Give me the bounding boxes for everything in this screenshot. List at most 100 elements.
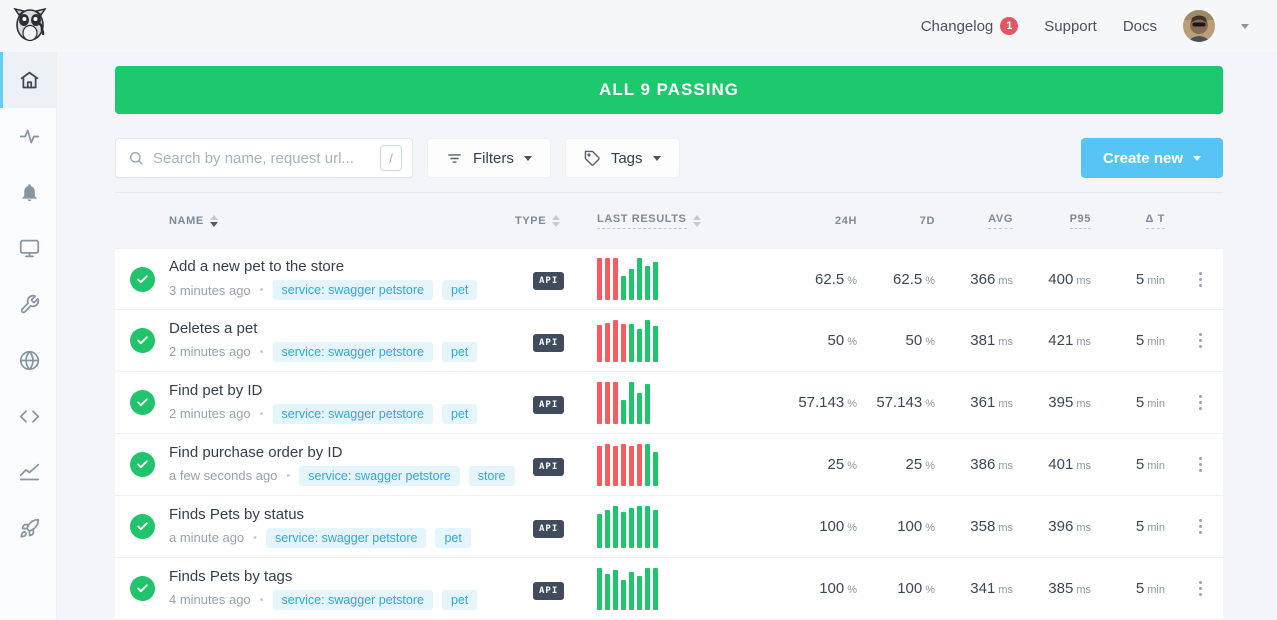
result-bar-pass[interactable] — [653, 510, 658, 548]
check-name[interactable]: Find pet by ID — [169, 382, 523, 399]
sidebar-item-alerts[interactable] — [0, 164, 56, 220]
sidebar-item-maintenance[interactable] — [0, 276, 56, 332]
sort-results-icon[interactable] — [693, 215, 701, 227]
tag-pill[interactable]: pet — [442, 404, 477, 424]
header-p95[interactable]: P95 — [1025, 213, 1103, 229]
result-bar-pass[interactable] — [637, 576, 642, 610]
result-bar-pass[interactable] — [597, 568, 602, 610]
header-delta-t[interactable]: Δ T — [1103, 213, 1177, 229]
tag-pill[interactable]: pet — [435, 528, 470, 548]
search-input[interactable] — [153, 150, 371, 167]
sidebar-item-home[interactable] — [0, 52, 56, 108]
result-bar-pass[interactable] — [637, 506, 642, 548]
tags-button[interactable]: Tags — [565, 138, 680, 178]
result-bar-pass[interactable] — [645, 506, 650, 548]
tag-pill[interactable]: service: swagger petstore — [273, 280, 433, 300]
result-bar-pass[interactable] — [605, 510, 610, 548]
result-bar-fail[interactable] — [605, 444, 610, 486]
result-bar-pass[interactable] — [621, 512, 626, 548]
sort-type-icon[interactable] — [552, 215, 560, 227]
sidebar-item-quickstart[interactable] — [0, 500, 56, 556]
result-bar-pass[interactable] — [613, 570, 618, 610]
result-bar-fail[interactable] — [597, 382, 602, 424]
result-bar-pass[interactable] — [645, 444, 650, 486]
result-bar-fail[interactable] — [597, 325, 602, 362]
result-bar-pass[interactable] — [621, 400, 626, 423]
result-bar-pass[interactable] — [629, 572, 634, 610]
row-options-menu-button[interactable] — [1177, 453, 1223, 476]
result-bar-pass[interactable] — [653, 326, 658, 362]
result-bar-fail[interactable] — [605, 323, 610, 362]
changelog-link[interactable]: Changelog 1 — [921, 17, 1019, 35]
tag-pill[interactable]: pet — [442, 280, 477, 300]
result-bar-pass[interactable] — [629, 324, 634, 362]
tag-pill[interactable]: service: swagger petstore — [266, 528, 426, 548]
result-bar-pass[interactable] — [637, 329, 642, 362]
result-bar-fail[interactable] — [629, 446, 634, 486]
result-bar-fail[interactable] — [605, 382, 610, 424]
header-name[interactable]: NAME — [169, 215, 533, 227]
result-bar-fail[interactable] — [613, 446, 618, 486]
row-options-menu-button[interactable] — [1177, 577, 1223, 600]
result-bar-pass[interactable] — [613, 506, 618, 548]
result-bar-pass[interactable] — [637, 393, 642, 423]
result-bar-fail[interactable] — [637, 444, 642, 486]
row-options-menu-button[interactable] — [1177, 329, 1223, 352]
tag-pill[interactable]: service: swagger petstore — [273, 590, 433, 610]
header-avg[interactable]: AVG — [947, 213, 1025, 229]
sidebar-item-locations[interactable] — [0, 332, 56, 388]
result-bar-pass[interactable] — [653, 452, 658, 486]
check-name[interactable]: Deletes a pet — [169, 320, 523, 337]
sort-name-icon[interactable] — [210, 215, 218, 227]
sidebar-item-analytics[interactable] — [0, 444, 56, 500]
docs-link[interactable]: Docs — [1123, 18, 1157, 35]
result-bar-fail[interactable] — [613, 382, 618, 424]
result-bar-fail[interactable] — [621, 324, 626, 362]
result-bar-pass[interactable] — [629, 508, 634, 548]
result-bar-pass[interactable] — [621, 580, 626, 609]
row-options-menu-button[interactable] — [1177, 515, 1223, 538]
filters-button[interactable]: Filters — [427, 138, 551, 178]
result-bar-pass[interactable] — [629, 269, 634, 301]
check-name[interactable]: Finds Pets by tags — [169, 568, 523, 585]
result-bar-pass[interactable] — [637, 258, 642, 300]
result-bar-fail[interactable] — [613, 258, 618, 300]
status-banner[interactable]: ALL 9 PASSING — [115, 66, 1223, 114]
result-bar-pass[interactable] — [597, 514, 602, 548]
tag-pill[interactable]: store — [469, 466, 515, 486]
header-last-results[interactable]: LAST RESULTS — [597, 213, 787, 229]
result-bar-fail[interactable] — [597, 446, 602, 486]
result-bar-pass[interactable] — [653, 568, 658, 610]
user-avatar[interactable] — [1183, 10, 1215, 42]
result-bar-pass[interactable] — [653, 262, 658, 300]
check-name[interactable]: Add a new pet to the store — [169, 258, 523, 275]
tag-pill[interactable]: service: swagger petstore — [273, 404, 433, 424]
result-bar-pass[interactable] — [605, 574, 610, 610]
result-bar-fail[interactable] — [613, 320, 618, 362]
sidebar-item-activity[interactable] — [0, 108, 56, 164]
tag-pill[interactable]: service: swagger petstore — [299, 466, 459, 486]
result-bar-pass[interactable] — [645, 320, 650, 362]
result-bar-fail[interactable] — [621, 444, 626, 486]
row-options-menu-button[interactable] — [1177, 391, 1223, 414]
result-bar-fail[interactable] — [605, 258, 610, 300]
tag-pill[interactable]: pet — [442, 342, 477, 362]
check-name[interactable]: Find purchase order by ID — [169, 444, 523, 461]
result-bar-pass[interactable] — [621, 276, 626, 300]
create-new-button[interactable]: Create new — [1081, 138, 1223, 178]
sidebar-item-snippets[interactable] — [0, 388, 56, 444]
row-options-menu-button[interactable] — [1177, 268, 1223, 291]
check-name[interactable]: Finds Pets by status — [169, 506, 523, 523]
result-bar-pass[interactable] — [645, 266, 650, 300]
support-link[interactable]: Support — [1044, 18, 1097, 35]
tag-pill[interactable]: pet — [442, 590, 477, 610]
tag-pill[interactable]: service: swagger petstore — [273, 342, 433, 362]
result-bar-fail[interactable] — [597, 258, 602, 300]
result-bar-pass[interactable] — [645, 384, 650, 424]
result-bar-pass[interactable] — [629, 382, 634, 424]
header-type[interactable]: TYPE — [515, 215, 597, 227]
app-logo[interactable] — [12, 5, 48, 48]
sidebar-item-dashboards[interactable] — [0, 220, 56, 276]
account-menu-caret-icon[interactable] — [1241, 24, 1249, 29]
result-bar-pass[interactable] — [645, 568, 650, 610]
